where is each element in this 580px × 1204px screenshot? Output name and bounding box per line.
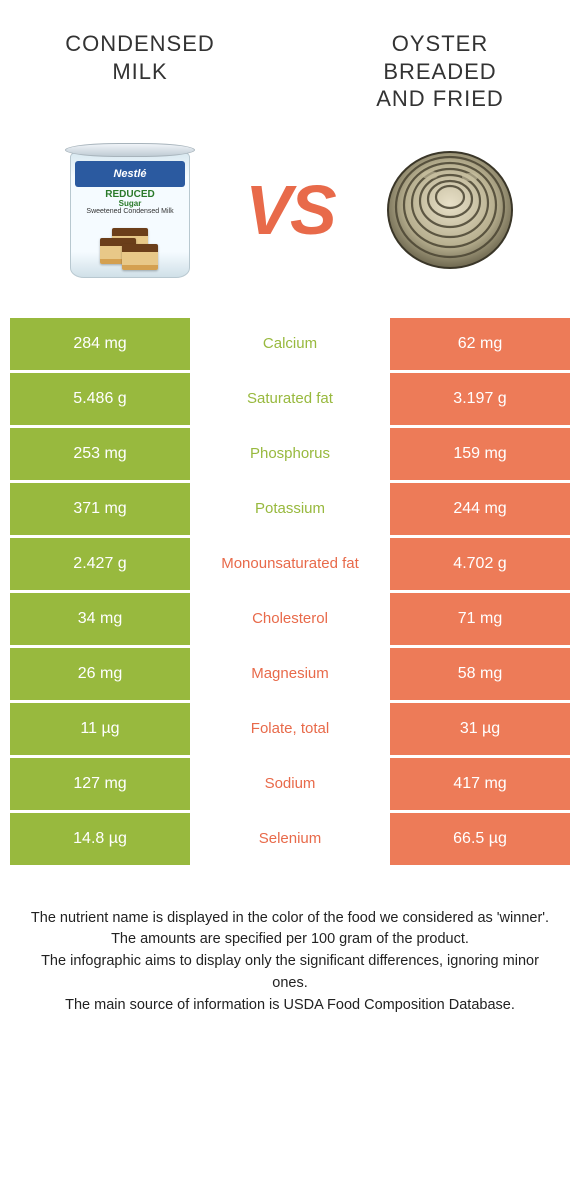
can-text: REDUCED Sugar Sweetened Condensed Milk — [75, 189, 185, 216]
right-value: 31 µg — [390, 703, 570, 755]
nutrient-name: Magnesium — [190, 648, 390, 700]
table-row: 253 mgPhosphorus159 mg — [10, 428, 570, 480]
right-value: 3.197 g — [390, 373, 570, 425]
nutrient-name: Cholesterol — [190, 593, 390, 645]
left-value: 127 mg — [10, 758, 190, 810]
left-value: 284 mg — [10, 318, 190, 370]
nutrient-name: Saturated fat — [190, 373, 390, 425]
left-value: 26 mg — [10, 648, 190, 700]
table-row: 371 mgPotassium244 mg — [10, 483, 570, 535]
nutrient-name: Potassium — [190, 483, 390, 535]
right-value: 62 mg — [390, 318, 570, 370]
table-row: 127 mgSodium417 mg — [10, 758, 570, 810]
left-image: Nestlé REDUCED Sugar Sweetened Condensed… — [40, 133, 220, 288]
left-value: 5.486 g — [10, 373, 190, 425]
footer-line4: The main source of information is USDA F… — [30, 995, 550, 1017]
table-row: 284 mgCalcium62 mg — [10, 318, 570, 370]
right-value: 58 mg — [390, 648, 570, 700]
left-value: 2.427 g — [10, 538, 190, 590]
right-title-line3: and fried — [376, 85, 504, 113]
footer-line1: The nutrient name is displayed in the co… — [30, 908, 550, 930]
right-value: 159 mg — [390, 428, 570, 480]
nutrient-name: Selenium — [190, 813, 390, 865]
table-row: 5.486 gSaturated fat3.197 g — [10, 373, 570, 425]
nutrient-name: Phosphorus — [190, 428, 390, 480]
nutrient-name: Sodium — [190, 758, 390, 810]
left-value: 34 mg — [10, 593, 190, 645]
right-title-line2: breaded — [383, 58, 496, 86]
table-row: 11 µgFolate, total31 µg — [10, 703, 570, 755]
header: Condensed milk Oyster breaded and fried — [0, 0, 580, 123]
oyster-icon — [375, 145, 525, 275]
left-value: 14.8 µg — [10, 813, 190, 865]
can-brand: Nestlé — [75, 161, 185, 187]
left-title: Condensed milk — [40, 30, 240, 85]
table-row: 34 mgCholesterol71 mg — [10, 593, 570, 645]
left-value: 11 µg — [10, 703, 190, 755]
nutrient-name: Monounsaturated fat — [190, 538, 390, 590]
left-title-line2: milk — [112, 58, 167, 86]
right-value: 4.702 g — [390, 538, 570, 590]
left-title-line1: Condensed — [65, 30, 215, 58]
table-row: 2.427 gMonounsaturated fat4.702 g — [10, 538, 570, 590]
footer-line3: The infographic aims to display only the… — [30, 951, 550, 995]
image-row: Nestlé REDUCED Sugar Sweetened Condensed… — [0, 123, 580, 318]
table-row: 14.8 µgSelenium66.5 µg — [10, 813, 570, 865]
vs-label: VS — [245, 170, 334, 250]
nutrient-name: Calcium — [190, 318, 390, 370]
footer-line2: The amounts are specified per 100 gram o… — [30, 929, 550, 951]
right-image — [360, 133, 540, 288]
left-value: 253 mg — [10, 428, 190, 480]
left-value: 371 mg — [10, 483, 190, 535]
right-title-line1: Oyster — [392, 30, 488, 58]
footer-notes: The nutrient name is displayed in the co… — [0, 868, 580, 1017]
right-value: 71 mg — [390, 593, 570, 645]
condensed-milk-can-icon: Nestlé REDUCED Sugar Sweetened Condensed… — [65, 143, 195, 278]
comparison-table: 284 mgCalcium62 mg5.486 gSaturated fat3.… — [0, 318, 580, 865]
table-row: 26 mgMagnesium58 mg — [10, 648, 570, 700]
right-value: 417 mg — [390, 758, 570, 810]
right-value: 66.5 µg — [390, 813, 570, 865]
right-title: Oyster breaded and fried — [340, 30, 540, 113]
right-value: 244 mg — [390, 483, 570, 535]
nutrient-name: Folate, total — [190, 703, 390, 755]
